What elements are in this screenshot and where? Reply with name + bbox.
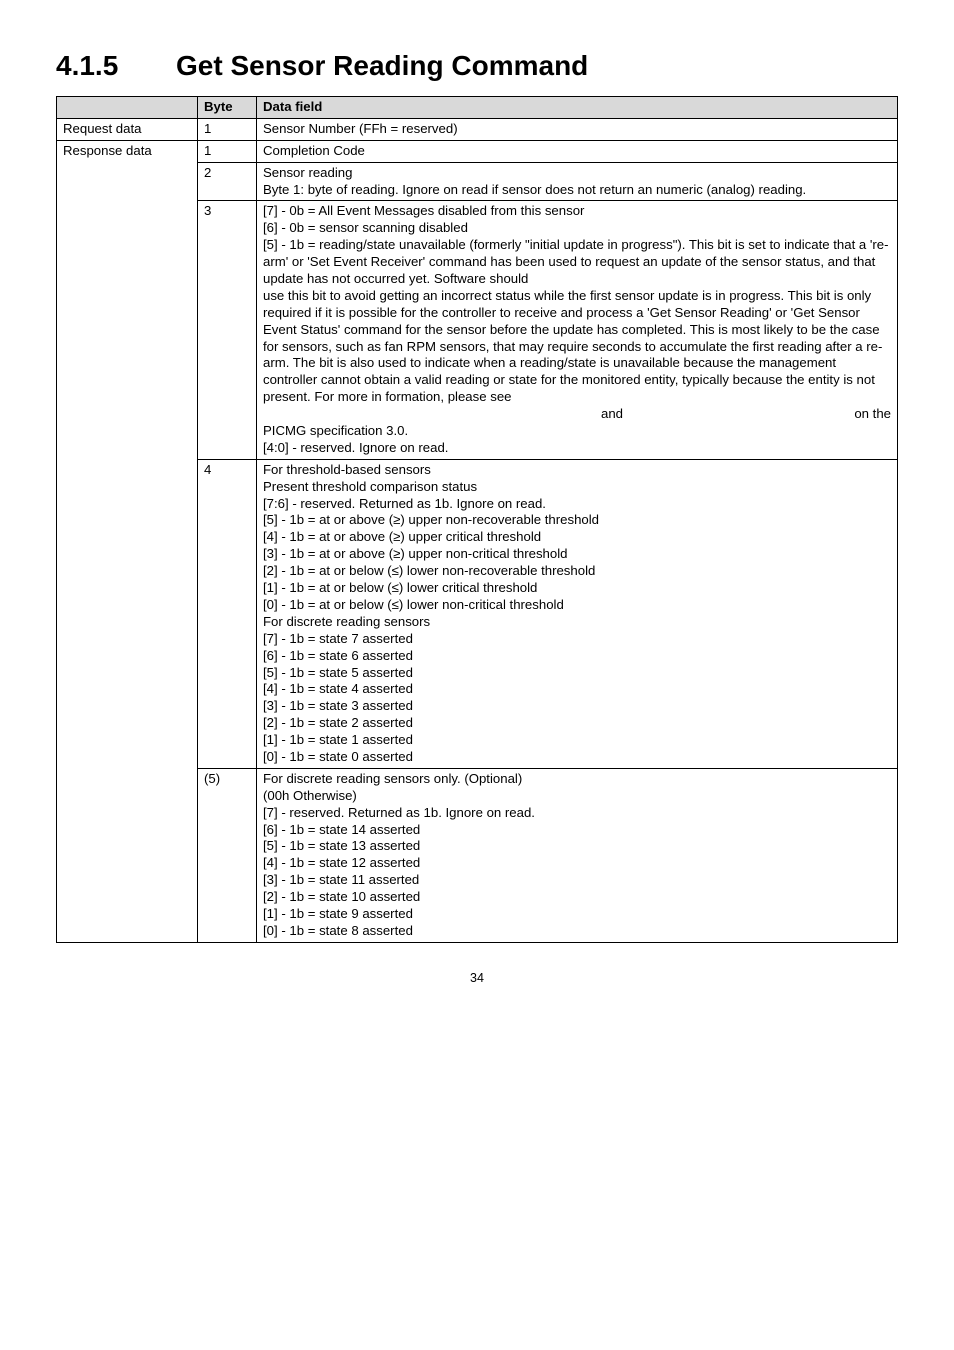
text-line: [0] - 1b = state 8 asserted [263, 923, 413, 938]
table-header-row: Byte Data field [57, 97, 898, 119]
header-data: Data field [257, 97, 898, 119]
table-row: Request data 1 Sensor Number (FFh = rese… [57, 118, 898, 140]
text-line: [4] - 1b = state 4 asserted [263, 681, 413, 696]
row-label-empty [57, 201, 198, 459]
row-byte: 2 [198, 162, 257, 201]
row-label: Request data [57, 118, 198, 140]
row-byte: 1 [198, 118, 257, 140]
text-line: [2] - 1b = state 10 asserted [263, 889, 420, 904]
section-number: 4.1.5 [56, 50, 176, 82]
text-line: [4] - 1b = state 12 asserted [263, 855, 420, 870]
text-line: Byte 1: byte of reading. Ignore on read … [263, 182, 806, 197]
row-data: For discrete reading sensors only. (Opti… [257, 768, 898, 942]
text-line: For discrete reading sensors only. (Opti… [263, 771, 522, 786]
row-byte: (5) [198, 768, 257, 942]
row-label-empty [57, 459, 198, 768]
text-line: [0] - 1b = state 0 asserted [263, 749, 413, 764]
text-line: PICMG specification 3.0. [263, 423, 408, 438]
header-blank [57, 97, 198, 119]
text-line: [0] - 1b = at or below (≤) lower non-cri… [263, 597, 564, 612]
row-data: Completion Code [257, 140, 898, 162]
text-line: [3] - 1b = state 11 asserted [263, 872, 419, 887]
text-line: [1] - 1b = at or below (≤) lower critica… [263, 580, 537, 595]
row-byte: 1 [198, 140, 257, 162]
text-line: [2] - 1b = at or below (≤) lower non-rec… [263, 563, 595, 578]
text-line: [1] - 1b = state 1 asserted [263, 732, 413, 747]
spec-table: Byte Data field Request data 1 Sensor Nu… [56, 96, 898, 943]
text-line: [5] - 1b = state 13 asserted [263, 838, 420, 853]
table-row: 2 Sensor reading Byte 1: byte of reading… [57, 162, 898, 201]
text-line: [3] - 1b = at or above (≥) upper non-cri… [263, 546, 567, 561]
header-byte: Byte [198, 97, 257, 119]
row-label: Response data [57, 140, 198, 162]
text-line: [7] - 0b = All Event Messages disabled f… [263, 203, 584, 218]
page-number: 34 [56, 971, 898, 985]
text-line: [2] - 1b = state 2 asserted [263, 715, 413, 730]
text-line: [7] - 1b = state 7 asserted [263, 631, 413, 646]
row-data: Sensor reading Byte 1: byte of reading. … [257, 162, 898, 201]
text-line: [5] - 1b = reading/state unavailable (fo… [263, 237, 889, 286]
section-heading: 4.1.5Get Sensor Reading Command [56, 50, 898, 82]
text-line: [1] - 1b = state 9 asserted [263, 906, 413, 921]
text-line: Present threshold comparison status [263, 479, 477, 494]
row-data: For threshold-based sensors Present thre… [257, 459, 898, 768]
row-data: [7] - 0b = All Event Messages disabled f… [257, 201, 898, 459]
table-row: 3 [7] - 0b = All Event Messages disabled… [57, 201, 898, 459]
text-line: For discrete reading sensors [263, 614, 430, 629]
section-title-text: Get Sensor Reading Command [176, 50, 588, 81]
text-line: [3] - 1b = state 3 asserted [263, 698, 413, 713]
text-line: [6] - 1b = state 14 asserted [263, 822, 420, 837]
text-line: [6] - 0b = sensor scanning disabled [263, 220, 468, 235]
row-data: Sensor Number (FFh = reserved) [257, 118, 898, 140]
table-row: Response data 1 Completion Code [57, 140, 898, 162]
on-the-text: on the [821, 406, 891, 423]
text-line: [5] - 1b = at or above (≥) upper non-rec… [263, 512, 599, 527]
text-line: [6] - 1b = state 6 asserted [263, 648, 413, 663]
text-line: (00h Otherwise) [263, 788, 357, 803]
row-label-empty [57, 768, 198, 942]
text-line: [7:6] - reserved. Returned as 1b. Ignore… [263, 496, 546, 511]
and-on-the-line: and on the [263, 406, 891, 423]
table-row: 4 For threshold-based sensors Present th… [57, 459, 898, 768]
table-row: (5) For discrete reading sensors only. (… [57, 768, 898, 942]
text-line: For threshold-based sensors [263, 462, 431, 477]
text-line: [4:0] - reserved. Ignore on read. [263, 440, 448, 455]
row-byte: 4 [198, 459, 257, 768]
row-label-empty [57, 162, 198, 201]
row-byte: 3 [198, 201, 257, 459]
text-line: [5] - 1b = state 5 asserted [263, 665, 413, 680]
text-line: [7] - reserved. Returned as 1b. Ignore o… [263, 805, 535, 820]
text-line: [4] - 1b = at or above (≥) upper critica… [263, 529, 541, 544]
and-text: and [263, 406, 821, 423]
text-line: use this bit to avoid getting an incorre… [263, 288, 882, 404]
text-line: Sensor reading [263, 165, 352, 180]
